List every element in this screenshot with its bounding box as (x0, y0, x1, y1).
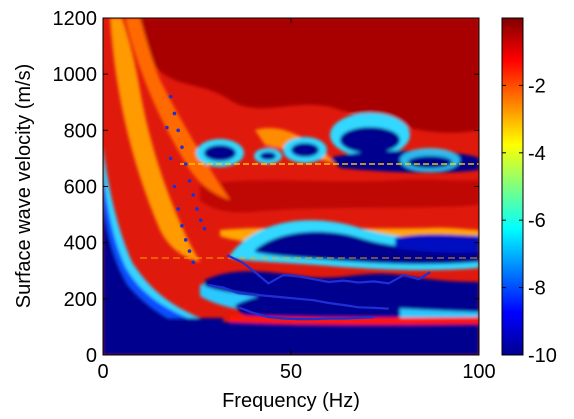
y-tick-label: 1000 (53, 64, 98, 86)
heatmap-lobe-3-core (291, 143, 319, 157)
x-tick-label: 100 (462, 361, 495, 383)
x-tick-label: 50 (280, 361, 302, 383)
heatmap-field (103, 18, 479, 355)
heatmap-bottom-strip (223, 322, 479, 355)
overlay-dot (176, 128, 180, 133)
overlay-curve-5 (238, 306, 374, 321)
overlay-dot (165, 125, 169, 130)
heatmap-mid-right-lobe (395, 234, 479, 253)
heatmap-navy-bottom (103, 318, 223, 355)
colorbar-ticks: -10 -8 -6 -4 -2 (502, 75, 557, 367)
overlay-dot (187, 249, 192, 253)
overlay-dot (191, 193, 196, 197)
heatmap-dark-red-band (200, 179, 479, 213)
colorbar-tick-label: -8 (528, 278, 546, 300)
y-tick-label: 200 (64, 289, 97, 311)
heatmap-lobe-4-core (340, 127, 400, 153)
heatmap-bottom-lobe (235, 291, 400, 322)
overlay-dot (183, 238, 188, 242)
heatmap-bottom-red-stripe (230, 315, 479, 325)
heatmap-lobe-2-core (260, 152, 276, 160)
overlay-dot (168, 156, 173, 161)
heatmap-mid-lobe-navy (255, 231, 479, 265)
colorbar-tick-label: -2 (528, 75, 546, 97)
overlay-curve-3 (226, 254, 431, 285)
heatmap-lobe-1-core (204, 145, 236, 161)
y-tick-label: 0 (86, 345, 97, 367)
x-axis-label: Frequency (Hz) (222, 390, 360, 412)
colorbar-tick-label: -10 (528, 345, 557, 367)
overlay-dot (172, 184, 177, 189)
overlay-dot (202, 226, 207, 231)
heatmap-orange-band-2 (110, 18, 200, 262)
y-axis-label: Surface wave velocity (m/s) (13, 64, 35, 309)
overlay-dot (168, 94, 173, 99)
overlay-dot (195, 207, 199, 211)
colorbar (501, 17, 524, 356)
overlay-curves (165, 94, 431, 321)
overlay-dot (198, 218, 203, 222)
overlay-dot (172, 111, 177, 116)
y-tick-label: 800 (64, 120, 97, 142)
colorbar-tick-label: -4 (528, 143, 546, 165)
heatmap-lobe-5-core (408, 156, 452, 168)
overlay-dot (180, 145, 184, 149)
heatmap-navy-corner (103, 205, 190, 355)
x-tick-label: 0 (97, 361, 108, 383)
overlay-dot (176, 207, 180, 211)
overlay-dot (180, 224, 184, 228)
overlay-curve-4 (208, 283, 389, 310)
y-tick-label: 600 (64, 177, 97, 199)
overlay-dot (191, 260, 196, 265)
heatmap-dark-red-upper (140, 18, 479, 133)
heatmap-orange-band-1 (125, 18, 230, 200)
colorbar-tick-label: -6 (528, 210, 546, 232)
overlay-dot (187, 179, 192, 183)
y-tick-label: 1200 (53, 8, 98, 30)
y-tick-label: 400 (64, 233, 97, 255)
overlay-dot (183, 162, 188, 166)
